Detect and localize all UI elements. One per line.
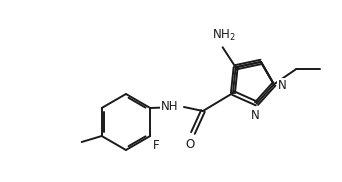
Text: NH$_2$: NH$_2$ bbox=[212, 28, 236, 43]
Text: O: O bbox=[185, 138, 195, 151]
Text: NH: NH bbox=[160, 100, 178, 112]
Text: N: N bbox=[278, 79, 287, 92]
Text: N: N bbox=[251, 109, 260, 122]
Text: F: F bbox=[153, 139, 160, 152]
